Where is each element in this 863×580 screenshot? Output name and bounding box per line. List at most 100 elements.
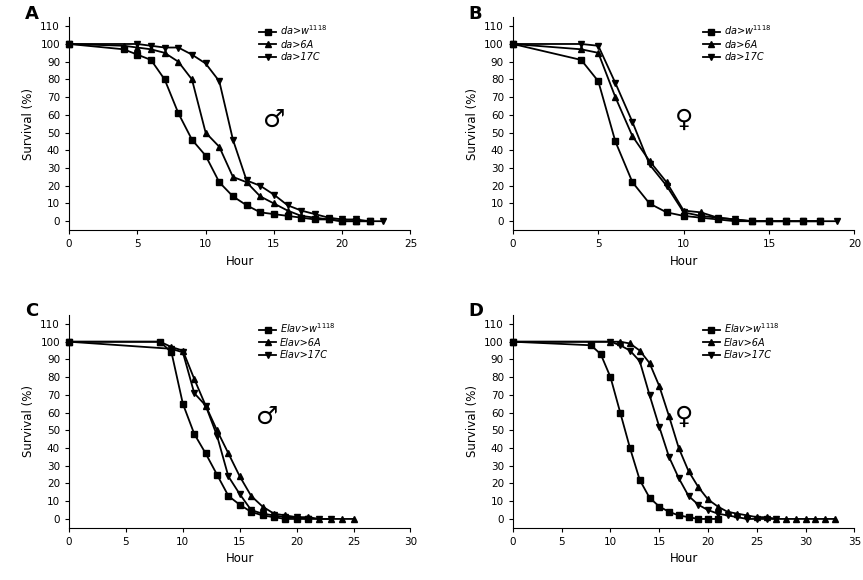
Elav>6A [167, 343, 177, 350]
Elav>6A [645, 360, 655, 367]
Y-axis label: Survival (%): Survival (%) [466, 88, 479, 160]
Elav>17C [303, 516, 313, 523]
Elav>17C [268, 512, 279, 519]
Elav>6A [337, 516, 348, 523]
Elav>6A [200, 402, 211, 409]
da>w$^{1118}$ [200, 152, 211, 159]
da>17C [610, 79, 620, 86]
Elav>17C [246, 506, 256, 513]
da>w$^{1118}$ [364, 218, 375, 224]
Elav>17C [702, 506, 713, 513]
Elav>w$^{1118}$ [645, 494, 655, 501]
Elav>w$^{1118}$ [586, 342, 596, 349]
X-axis label: Hour: Hour [670, 552, 698, 566]
da>6A [296, 212, 306, 219]
Line: da>17C: da>17C [510, 41, 841, 224]
Elav>6A [314, 516, 324, 523]
da>6A [214, 143, 224, 150]
da>6A [593, 49, 603, 56]
Line: Elav>6A: Elav>6A [510, 339, 838, 522]
Elav>17C [732, 514, 742, 521]
da>w$^{1118}$ [696, 214, 706, 221]
da>6A [610, 94, 620, 101]
Elav>w$^{1118}$ [257, 512, 268, 519]
da>6A [228, 173, 238, 180]
Elav>6A [722, 509, 733, 516]
Elav>17C [167, 345, 177, 352]
da>6A [268, 200, 279, 207]
Elav>w$^{1118}$ [605, 374, 615, 380]
Text: ♂: ♂ [262, 107, 285, 132]
da>17C [746, 218, 757, 224]
da>w$^{1118}$ [268, 211, 279, 218]
Elav>6A [702, 496, 713, 503]
da>17C [310, 211, 320, 218]
Elav>6A [303, 514, 313, 521]
da>6A [576, 46, 586, 53]
Elav>6A [325, 516, 336, 523]
da>17C [64, 41, 74, 48]
Elav>w$^{1118}$ [189, 430, 199, 437]
da>17C [132, 41, 142, 48]
da>6A [661, 179, 671, 186]
da>6A [627, 133, 638, 140]
da>w$^{1118}$ [214, 179, 224, 186]
da>17C [507, 41, 518, 48]
da>6A [337, 218, 348, 224]
da>17C [364, 218, 375, 224]
Elav>6A [732, 510, 742, 517]
Elav>6A [634, 347, 645, 354]
da>17C [296, 207, 306, 214]
Elav>w$^{1118}$ [200, 450, 211, 457]
da>6A [507, 41, 518, 48]
Y-axis label: Survival (%): Survival (%) [22, 88, 35, 160]
Text: ♂: ♂ [256, 405, 278, 429]
da>17C [661, 182, 671, 189]
da>w$^{1118}$ [781, 218, 791, 224]
Elav>17C [257, 510, 268, 517]
Elav>w$^{1118}$ [615, 409, 626, 416]
da>6A [282, 207, 293, 214]
Elav>w$^{1118}$ [683, 514, 694, 521]
da>17C [282, 202, 293, 209]
da>w$^{1118}$ [350, 218, 361, 224]
da>6A [678, 207, 689, 214]
da>17C [324, 214, 334, 221]
da>6A [132, 44, 142, 51]
da>w$^{1118}$ [242, 202, 252, 209]
Elav>6A [761, 514, 772, 521]
da>w$^{1118}$ [610, 138, 620, 145]
da>6A [173, 58, 184, 65]
da>17C [146, 42, 156, 49]
da>17C [268, 191, 279, 198]
Elav>w$^{1118}$ [155, 338, 166, 345]
Elav>17C [625, 347, 635, 354]
Elav>17C [742, 516, 753, 523]
Elav>17C [634, 358, 645, 365]
Text: C: C [25, 302, 38, 320]
Elav>w$^{1118}$ [224, 492, 234, 499]
Elav>17C [314, 516, 324, 523]
da>w$^{1118}$ [645, 200, 655, 207]
Elav>w$^{1118}$ [693, 516, 703, 523]
Text: ♀: ♀ [675, 405, 693, 429]
da>17C [242, 177, 252, 184]
Elav>17C [235, 491, 245, 498]
Elav>17C [615, 342, 626, 349]
da>w$^{1118}$ [186, 136, 197, 143]
Elav>6A [280, 512, 291, 519]
da>w$^{1118}$ [746, 218, 757, 224]
Elav>17C [280, 514, 291, 521]
da>6A [350, 218, 361, 224]
Legend: da>w$^{1118}$, da>6A, da>17C: da>w$^{1118}$, da>6A, da>17C [701, 21, 773, 64]
Elav>17C [292, 514, 302, 521]
da>6A [118, 42, 129, 49]
Line: da>w$^{1118}$: da>w$^{1118}$ [66, 41, 373, 224]
Line: Elav>17C: Elav>17C [510, 339, 779, 522]
da>17C [781, 218, 791, 224]
Elav>6A [683, 467, 694, 474]
Y-axis label: Survival (%): Survival (%) [22, 386, 35, 458]
da>6A [746, 218, 757, 224]
X-axis label: Hour: Hour [670, 255, 698, 267]
Elav>17C [605, 338, 615, 345]
